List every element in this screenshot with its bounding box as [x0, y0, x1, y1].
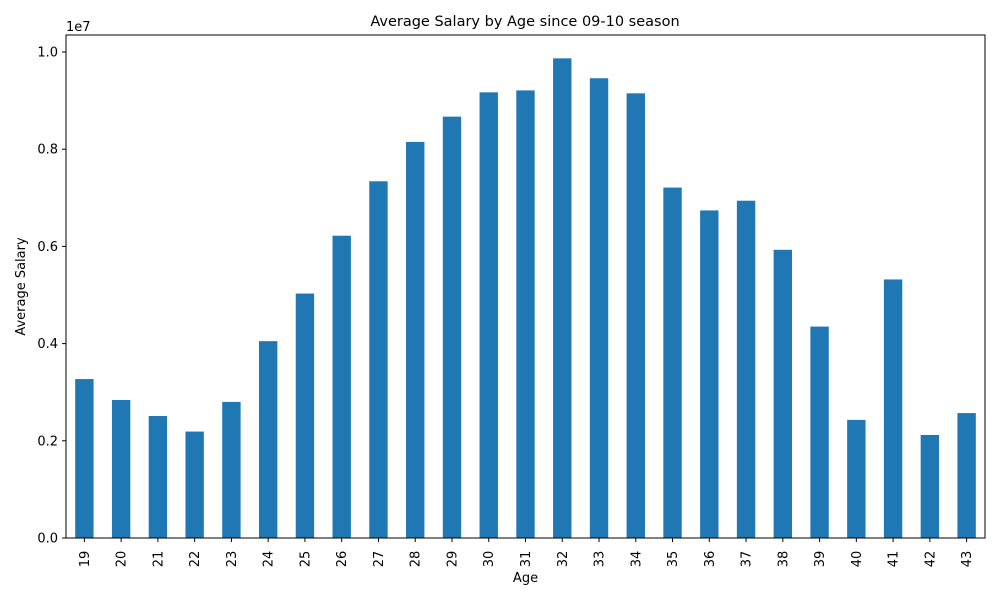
x-tick-label: 41	[887, 551, 902, 568]
x-tick-label: 42	[923, 551, 938, 568]
x-tick-label: 22	[188, 551, 203, 568]
x-tick-label: 40	[850, 551, 865, 568]
y-tick-label: 1.0	[37, 46, 58, 61]
x-tick-label: 30	[482, 551, 497, 568]
bar-age-31	[516, 90, 535, 539]
x-tick-label: 25	[298, 551, 313, 568]
y-tick-label: 0.4	[37, 337, 58, 352]
x-axis-label: Age	[513, 571, 538, 586]
plot-frame	[65, 34, 986, 539]
bar-age-21	[148, 416, 168, 538]
y-tick-label: 0.2	[37, 434, 58, 449]
bar-age-42	[920, 434, 940, 538]
x-tick-label: 31	[519, 551, 534, 568]
y-tick-label: 0.8	[37, 143, 58, 158]
bar-age-24	[258, 341, 278, 538]
bar-age-36	[700, 210, 719, 538]
bar-age-23	[222, 401, 241, 538]
bar-age-26	[332, 235, 351, 538]
bar-age-34	[626, 93, 645, 538]
bar-age-40	[847, 419, 866, 538]
x-tick-label: 23	[225, 551, 240, 568]
x-tick-label: 33	[593, 551, 608, 568]
x-tick-label: 20	[115, 551, 130, 568]
x-tick-label: 37	[740, 551, 755, 568]
bar-age-25	[295, 293, 315, 538]
x-tick-label: 38	[776, 551, 791, 568]
bar-age-39	[810, 326, 829, 538]
x-tick-label: 32	[556, 551, 571, 568]
chart-title: Average Salary by Age since 09-10 season	[370, 14, 679, 30]
x-tick-label: 39	[813, 551, 828, 568]
x-tick-label: 34	[629, 551, 644, 568]
x-tick-label: 28	[409, 551, 424, 568]
x-tick-label: 26	[335, 551, 350, 568]
y-axis-offset-label: 1e7	[66, 20, 91, 35]
x-tick-label: 29	[445, 551, 460, 568]
bar-age-19	[75, 379, 94, 538]
bar-age-43	[957, 413, 976, 538]
x-tick-label: 21	[151, 551, 166, 568]
y-tick-label: 0.0	[37, 532, 58, 547]
x-tick-label: 35	[666, 551, 681, 568]
bar-age-33	[589, 78, 609, 538]
bar-age-28	[406, 141, 425, 539]
x-tick-label: 43	[960, 551, 975, 568]
y-axis: 0.0 0.2 0.4 0.6 0.8 1.0	[37, 46, 66, 547]
bar-age-32	[553, 58, 572, 538]
bar-age-29	[442, 116, 462, 539]
bar-age-22	[185, 431, 204, 538]
bar-age-38	[773, 249, 793, 538]
bar-age-35	[663, 187, 682, 538]
bar-age-27	[369, 181, 388, 538]
x-tick-label: 36	[703, 551, 718, 568]
x-tick-label: 24	[262, 551, 277, 568]
y-axis-label: Average Salary	[14, 237, 29, 336]
y-tick-label: 0.6	[37, 240, 58, 255]
bar-age-30	[479, 92, 498, 538]
bars-layer	[75, 58, 976, 539]
bar-age-20	[111, 399, 131, 538]
x-tick-label: 19	[78, 551, 93, 568]
x-tick-label: 27	[372, 551, 387, 568]
bar-age-41	[883, 279, 903, 538]
bar-age-37	[736, 200, 756, 538]
x-axis: 19 20 21 22 23 24 25 26 27 28 29 30 31 32 33 34 35 36 37 38…	[78, 538, 975, 567]
